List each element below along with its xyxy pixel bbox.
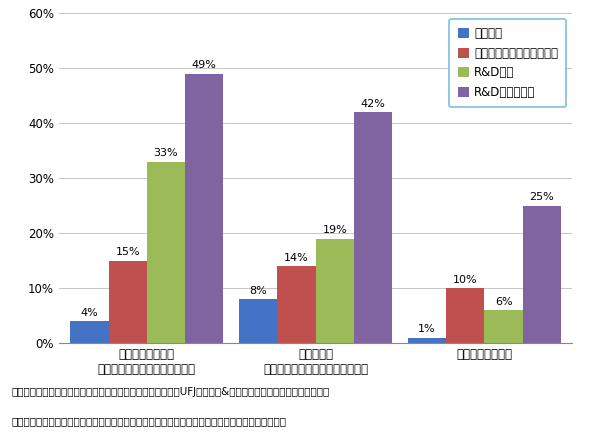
Bar	[147, 162, 185, 343]
Text: 出所：「国際化と企業活動に関するアンケート調査」（三菱UFJリサーチ&コンサル）個票データより著者計算: 出所：「国際化と企業活動に関するアンケート調査」（三菱UFJリサーチ&コンサル）…	[12, 387, 330, 397]
Text: 注：数字はそれぞれの活動を行った企業グループ毎の各種イノベーションを実現した企業の割合。: 注：数字はそれぞれの活動を行った企業グループ毎の各種イノベーションを実現した企業…	[12, 416, 287, 426]
Bar	[109, 260, 147, 343]
Text: 8%: 8%	[250, 286, 267, 296]
Text: 6%: 6%	[495, 297, 513, 307]
Bar	[239, 299, 277, 343]
Text: 42%: 42%	[360, 99, 385, 109]
Text: 15%: 15%	[116, 247, 140, 257]
Bar	[446, 288, 484, 343]
Bar	[277, 266, 316, 343]
Bar	[523, 206, 561, 343]
Bar	[70, 321, 109, 343]
Text: 1%: 1%	[418, 324, 436, 334]
Text: 19%: 19%	[322, 225, 347, 235]
Bar	[354, 112, 392, 343]
Bar	[185, 73, 224, 343]
Bar	[484, 310, 523, 343]
Text: 10%: 10%	[453, 275, 478, 285]
Bar	[316, 238, 354, 343]
Text: 25%: 25%	[530, 192, 554, 202]
Text: 49%: 49%	[192, 60, 217, 70]
Bar	[408, 338, 446, 343]
Legend: 共になし, 海外市場での情報収集のみ, R&Dのみ, R&Dと情報収集: 共になし, 海外市場での情報収集のみ, R&Dのみ, R&Dと情報収集	[450, 19, 566, 107]
Text: 33%: 33%	[153, 148, 178, 158]
Text: 14%: 14%	[284, 253, 309, 263]
Text: 4%: 4%	[80, 308, 99, 318]
